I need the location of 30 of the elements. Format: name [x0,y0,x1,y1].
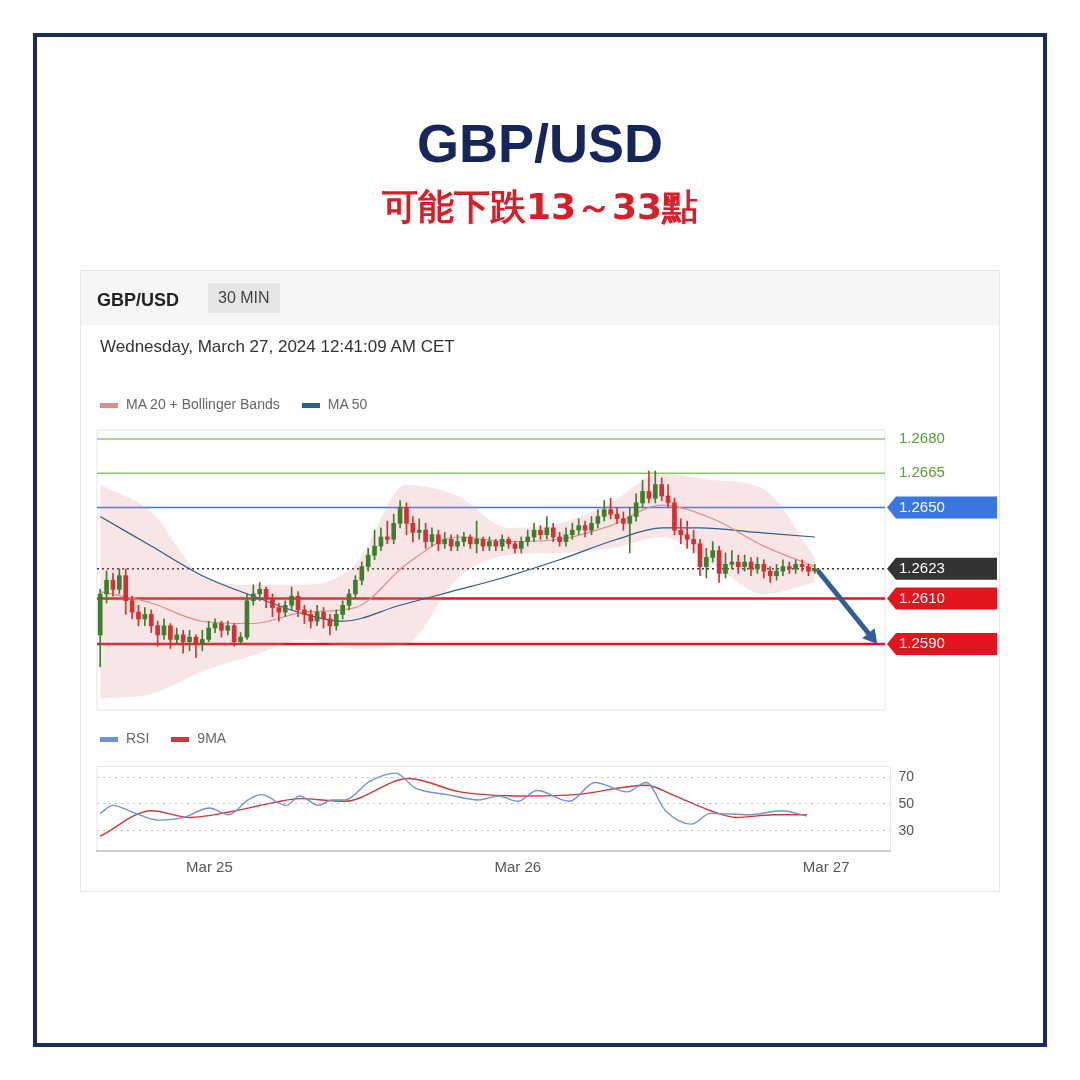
line-series [99,772,808,825]
legend-label: RSI [126,730,150,746]
x-tick-label: Mar 27 [802,858,850,876]
text: 30 MIN [208,283,280,313]
ref-line-label: 1.2680 [899,429,945,447]
chart-subtitle: 可能下跌13～33點 [380,185,700,229]
ref-line-label: 1.2650 [899,497,945,515]
line-series [99,777,808,837]
y-tick-label: 50 [898,794,915,811]
legend-label: 9MA [197,730,227,746]
ref-line-label: 1.2665 [899,463,945,481]
x-tick-label: Mar 26 [494,858,542,876]
candlestick [786,561,792,574]
candlestick [627,507,633,554]
candlestick [735,554,741,574]
candlestick [678,518,684,545]
text: Wednesday, March 27, 2024 12:41:09 AM CET [100,337,455,357]
ref-line-label: 1.2590 [899,634,945,652]
chart-title: GBP/USD [415,112,664,174]
candlestick [257,582,263,602]
legend-label: MA 50 [327,396,368,412]
legend-label: MA 20 + Bollinger Bands [126,396,280,412]
candlestick [384,520,390,545]
y-tick-label: 70 [898,768,915,784]
text: GBP/USD [97,290,180,311]
candlestick [416,518,422,540]
y-tick-label: 30 [898,821,915,838]
ref-line-label: 1.2610 [899,588,945,606]
x-tick-label: Mar 25 [186,858,233,876]
ref-line-label: 1.2623 [899,559,945,576]
